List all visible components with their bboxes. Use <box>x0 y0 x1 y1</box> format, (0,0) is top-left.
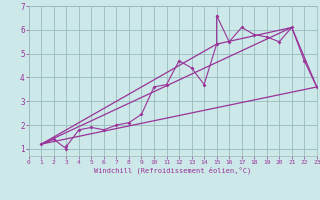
X-axis label: Windchill (Refroidissement éolien,°C): Windchill (Refroidissement éolien,°C) <box>94 167 252 174</box>
